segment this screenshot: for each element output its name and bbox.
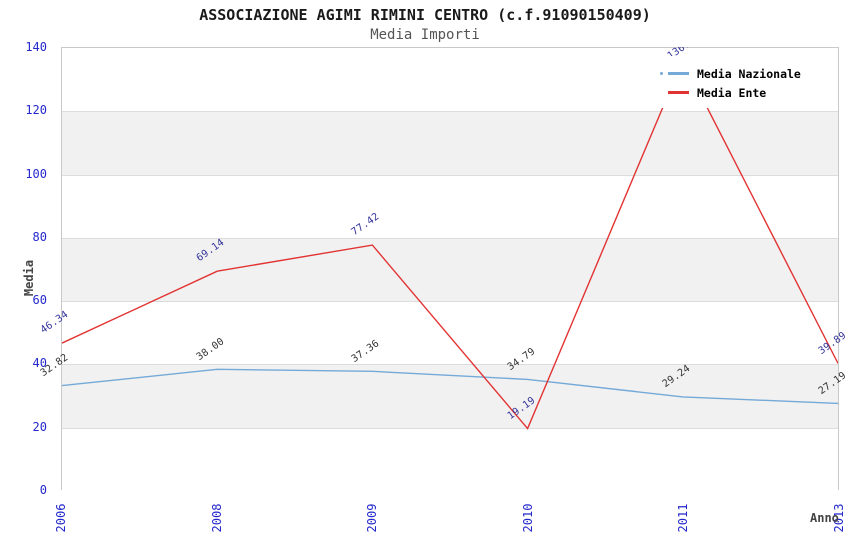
legend-line-swatch <box>659 72 689 75</box>
gridline <box>62 174 838 176</box>
gridline <box>62 301 838 303</box>
y-axis-title: Media <box>22 259 36 297</box>
legend-item-label: Media Nazionale <box>697 66 801 81</box>
gridline <box>62 427 838 429</box>
y-tick-label: 100 <box>25 166 47 181</box>
y-tick-label: 40 <box>32 356 47 371</box>
gridline <box>62 111 838 113</box>
legend-swatch-dot <box>660 72 663 75</box>
chart-title: ASSOCIAZIONE AGIMI RIMINI CENTRO (c.f.91… <box>199 6 651 24</box>
plot-area <box>61 47 839 491</box>
y-tick-label: 80 <box>32 229 47 244</box>
grid-band <box>62 111 838 175</box>
legend-swatch-dash <box>668 72 689 75</box>
grid-band <box>62 427 838 491</box>
legend-item: Media Nazionale <box>659 64 814 83</box>
legend-swatch-dash <box>668 91 689 94</box>
grid-band <box>62 237 838 302</box>
legend-line-swatch <box>659 91 689 94</box>
grid-band <box>62 301 838 365</box>
legend: Media Nazionale Media Ente <box>656 56 814 108</box>
y-tick-label: 20 <box>32 419 47 434</box>
legend-item-label: Media Ente <box>697 85 767 100</box>
series-line-media-nazionale <box>62 368 838 405</box>
gridline <box>62 237 838 239</box>
legend-item: Media Ente <box>659 83 814 102</box>
x-axis-title: Anno <box>810 511 839 525</box>
gridline <box>62 364 838 366</box>
y-tick-label: 120 <box>25 103 47 118</box>
grid-band <box>62 174 838 238</box>
series-line-media-ente <box>62 58 838 430</box>
chart-subtitle: Media Importi <box>370 27 480 43</box>
y-tick-label: 0 <box>39 483 47 497</box>
